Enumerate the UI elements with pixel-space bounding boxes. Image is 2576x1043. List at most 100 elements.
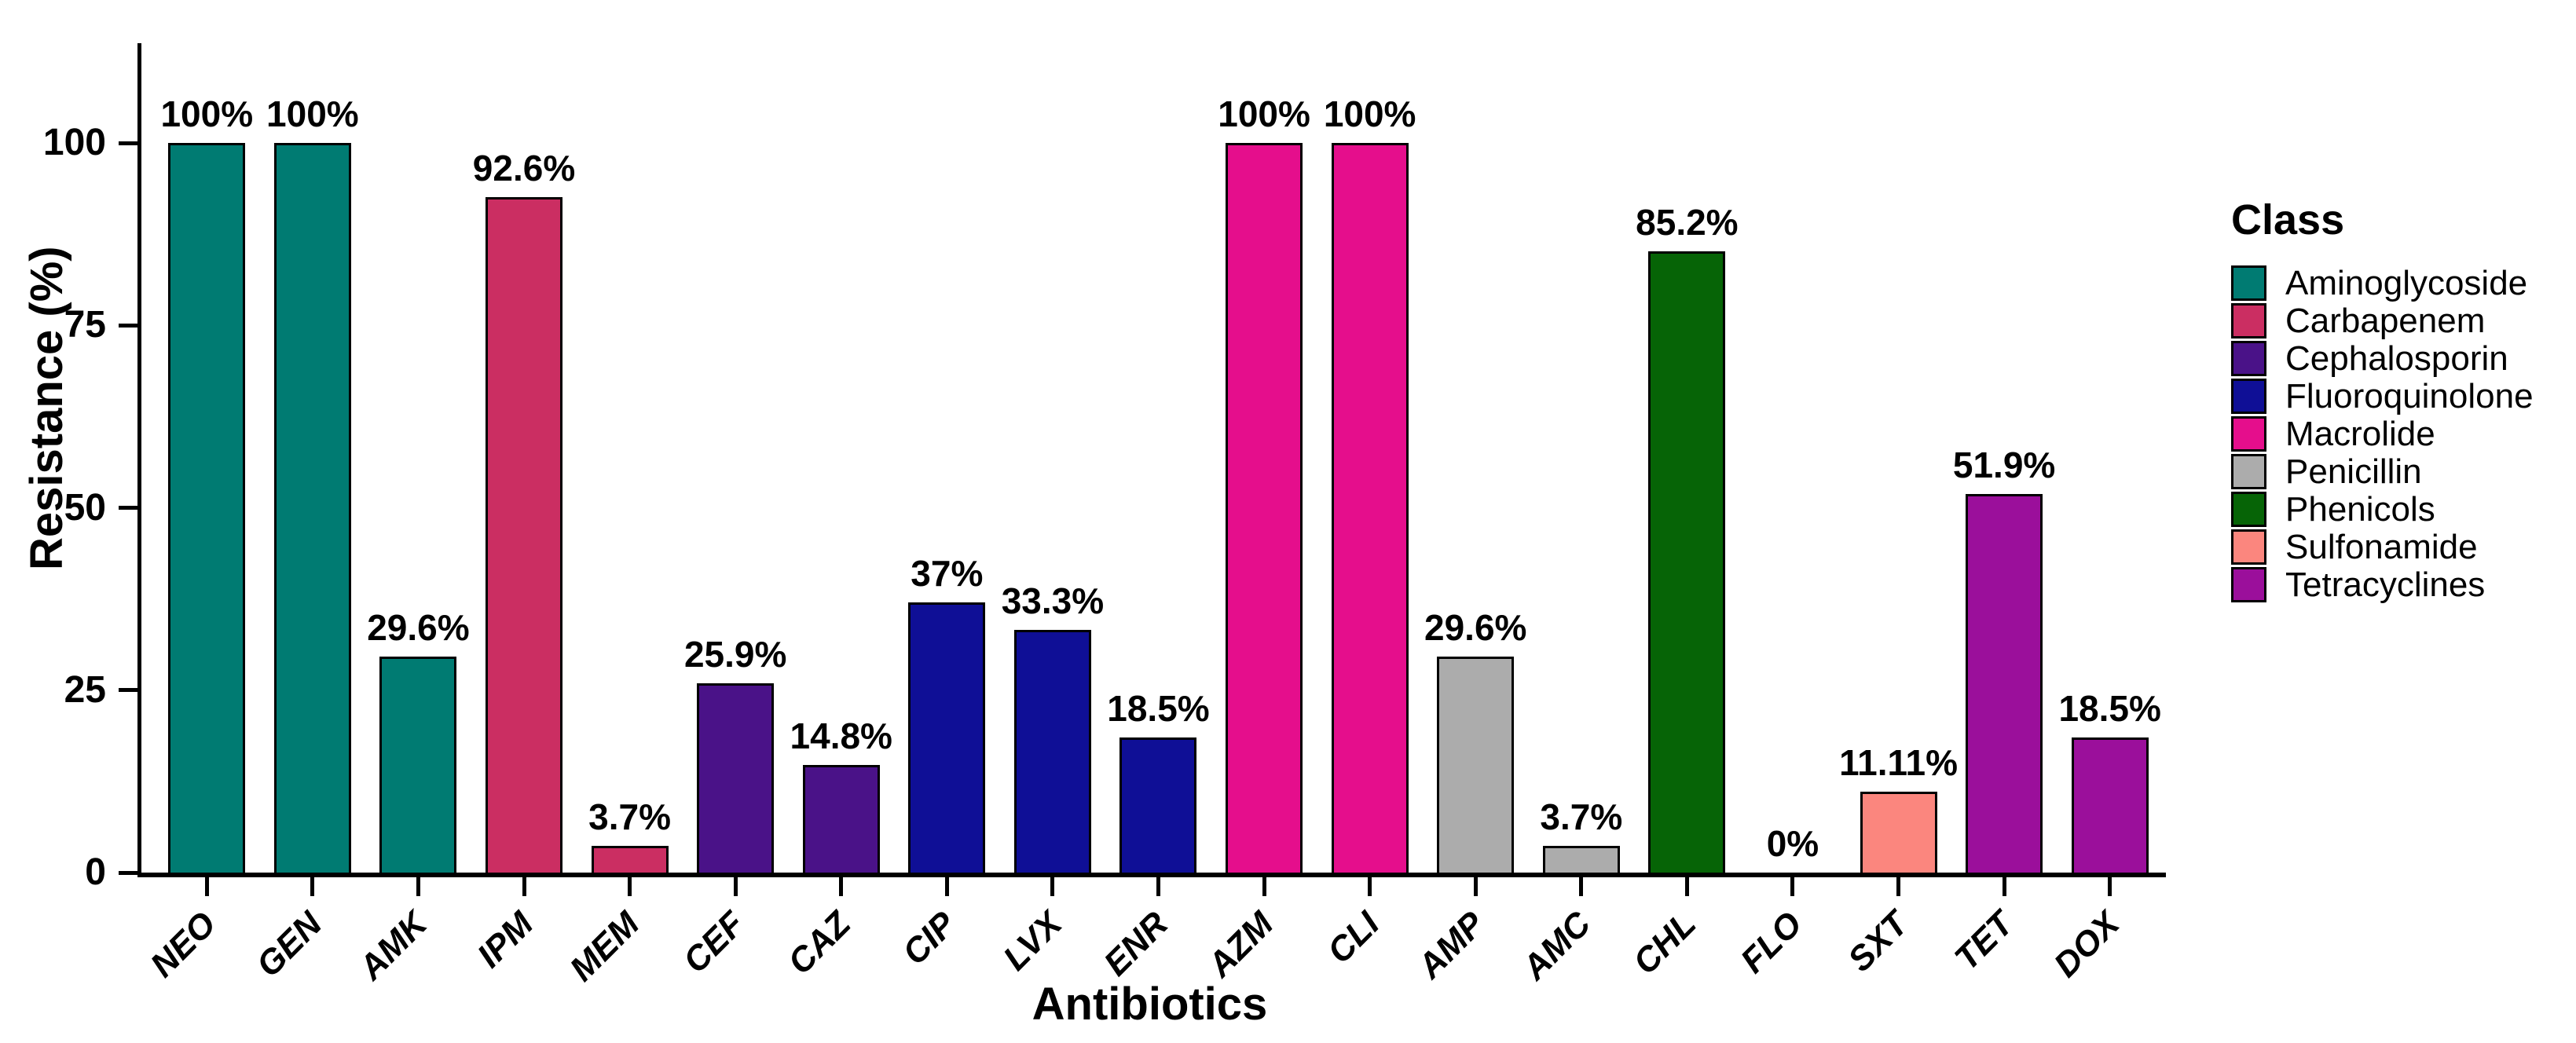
legend-item-fluoroquinolone: Fluoroquinolone xyxy=(2231,379,2534,414)
y-tick xyxy=(119,506,137,510)
x-tick xyxy=(2002,877,2006,896)
value-label-cef: 25.9% xyxy=(683,634,787,675)
legend-item-tetracyclines: Tetracyclines xyxy=(2231,567,2534,602)
legend-label: Fluoroquinolone xyxy=(2285,377,2534,415)
legend-item-cephalosporin: Cephalosporin xyxy=(2231,341,2534,376)
value-label-enr: 18.5% xyxy=(1107,688,1210,730)
bar-slot-amk: 29.6% xyxy=(365,143,471,873)
bar-slot-flo: 0% xyxy=(1740,143,1846,873)
y-tick-label: 100 xyxy=(42,122,106,163)
legend-swatch-cephalosporin xyxy=(2231,341,2266,376)
x-tick xyxy=(1262,877,1266,896)
bar-slot-tet: 51.9% xyxy=(1951,143,2058,873)
y-axis-title: Resistance (%) xyxy=(21,246,72,571)
plot-area: 100% 100% 29.6% 92.6% 3.7% 25.9% 14.8% 37% 33.3%… xyxy=(43,43,2166,989)
y-tick-label: 0 xyxy=(85,851,106,893)
x-tick xyxy=(1050,877,1055,896)
x-tick xyxy=(1896,877,1901,896)
x-tick xyxy=(416,877,420,896)
legend-label: Cephalosporin xyxy=(2285,339,2508,378)
legend: Class Aminoglycoside Carbapenem Cephalospo… xyxy=(2231,196,2534,605)
y-tick xyxy=(119,141,137,145)
y-tick xyxy=(119,323,137,328)
y-tick xyxy=(119,688,137,693)
x-tick xyxy=(1368,877,1372,896)
legend-label: Macrolide xyxy=(2285,415,2435,453)
bar-neo xyxy=(168,143,246,873)
x-tick xyxy=(310,877,315,896)
bar-cef xyxy=(697,683,775,873)
legend-label: Penicillin xyxy=(2285,452,2422,491)
y-tick-label: 75 xyxy=(64,304,106,346)
x-tick xyxy=(1790,877,1795,896)
bar-amk xyxy=(379,657,457,873)
legend-items: Aminoglycoside Carbapenem Cephalosporin Flu… xyxy=(2231,265,2534,602)
bar-amp xyxy=(1437,657,1515,873)
value-label-caz: 14.8% xyxy=(790,715,892,756)
legend-swatch-aminoglycoside xyxy=(2231,265,2266,301)
bar-slot-mem: 3.7% xyxy=(577,143,683,873)
bar-enr xyxy=(1119,737,1197,873)
legend-label: Tetracyclines xyxy=(2285,565,2486,604)
value-label-amp: 29.6% xyxy=(1424,607,1527,649)
y-tick-label: 50 xyxy=(64,486,106,529)
bar-slot-amc: 3.7% xyxy=(1529,143,1635,873)
x-axis-title: Antibiotics xyxy=(1031,979,1268,1030)
value-label-mem: 3.7% xyxy=(588,796,672,837)
legend-title: Class xyxy=(2231,196,2345,243)
legend-swatch-sulfonamide xyxy=(2231,529,2266,565)
x-tick xyxy=(204,877,209,896)
bar-azm xyxy=(1226,143,1303,873)
bar-slot-neo: 100% xyxy=(154,94,260,873)
value-label-chl: 85.2% xyxy=(1636,201,1739,243)
bar-ipm xyxy=(486,196,563,873)
legend-label: Carbapenem xyxy=(2285,302,2486,340)
legend-swatch-macrolide xyxy=(2231,416,2266,452)
legend-item-sulfonamide: Sulfonamide xyxy=(2231,529,2534,565)
bar-slot-cli: 100% xyxy=(1317,94,1423,873)
value-label-dox: 18.5% xyxy=(2058,688,2161,730)
value-label-lvx: 33.3% xyxy=(1001,580,1105,621)
bar-slot-lvx: 33.3% xyxy=(1000,143,1106,873)
bar-caz xyxy=(802,764,880,873)
bar-slot-azm: 100% xyxy=(1211,94,1317,873)
value-label-neo: 100% xyxy=(160,93,254,134)
bar-tet xyxy=(1966,493,2043,873)
value-label-cli: 100% xyxy=(1323,93,1416,134)
bar-gen xyxy=(273,143,351,873)
value-label-sxt: 11.11% xyxy=(1839,741,1958,783)
x-tick xyxy=(628,877,632,896)
value-label-azm: 100% xyxy=(1218,93,1310,134)
x-tick xyxy=(1473,877,1478,896)
x-tick xyxy=(1579,877,1584,896)
bar-slot-dox: 18.5% xyxy=(2057,143,2163,873)
bar-chl xyxy=(1648,251,1726,873)
bar-sxt xyxy=(1860,791,1937,873)
bar-slot-cef: 25.9% xyxy=(683,143,789,873)
value-label-amk: 29.6% xyxy=(367,607,470,649)
legend-label: Sulfonamide xyxy=(2285,528,2478,566)
legend-swatch-fluoroquinolone xyxy=(2231,379,2266,414)
legend-item-macrolide: Macrolide xyxy=(2231,416,2534,452)
bar-slot-ipm: 92.6% xyxy=(471,143,577,873)
x-tick xyxy=(2108,877,2112,896)
bar-slot-sxt: 11.11% xyxy=(1839,143,1958,873)
value-label-gen: 100% xyxy=(266,93,359,134)
legend-label: Phenicols xyxy=(2285,490,2435,529)
legend-item-carbapenem: Carbapenem xyxy=(2231,303,2534,339)
legend-swatch-carbapenem xyxy=(2231,303,2266,339)
x-tick xyxy=(839,877,844,896)
x-tick xyxy=(733,877,738,896)
bar-slot-amp: 29.6% xyxy=(1423,143,1529,873)
bar-amc xyxy=(1542,845,1620,873)
value-label-cip: 37% xyxy=(911,553,984,595)
bar-cli xyxy=(1331,143,1409,873)
y-tick-label: 25 xyxy=(64,668,106,711)
x-tick xyxy=(944,877,949,896)
x-tick xyxy=(522,877,526,896)
bar-slot-caz: 14.8% xyxy=(788,143,894,873)
value-label-amc: 3.7% xyxy=(1540,796,1623,837)
legend-swatch-penicillin xyxy=(2231,454,2266,489)
legend-swatch-phenicols xyxy=(2231,492,2266,527)
